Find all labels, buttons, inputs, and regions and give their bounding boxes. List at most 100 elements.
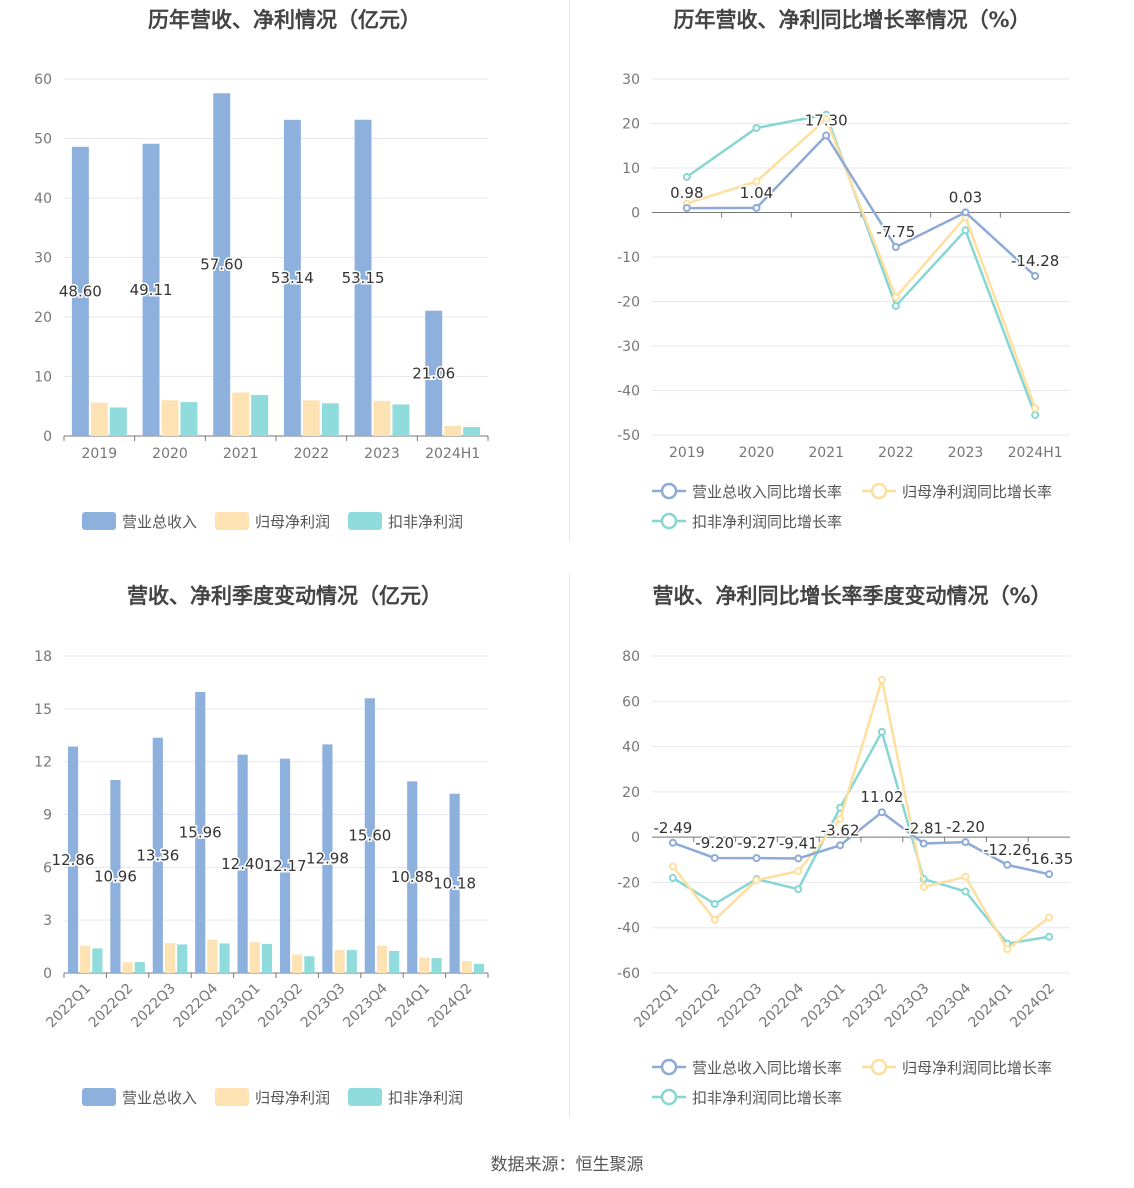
data-label: 12.40 bbox=[221, 855, 264, 873]
bar-deducted-profit bbox=[304, 956, 315, 973]
legend-swatch bbox=[82, 512, 116, 530]
annual-revenue-profit-chart: 0 10 20 30 40 50 60 2019 2020 2021 2022 2023 2024H1 4… bbox=[34, 72, 489, 531]
data-point bbox=[752, 177, 761, 186]
legend-label: 归母净利润同比增长率 bbox=[902, 1059, 1052, 1077]
data-point bbox=[919, 839, 928, 848]
x-tick-label: 2019 bbox=[82, 446, 118, 462]
bar-revenue bbox=[407, 781, 418, 973]
x-tick-label: 2024Q2 bbox=[1007, 981, 1058, 1032]
y-tick-label: -30 bbox=[617, 339, 640, 355]
data-point bbox=[822, 115, 831, 124]
data-point bbox=[710, 899, 719, 908]
data-label: -2.81 bbox=[904, 820, 943, 838]
data-point bbox=[919, 882, 928, 891]
bar-revenue bbox=[279, 758, 291, 973]
data-label: 10.88 bbox=[391, 868, 434, 886]
x-tick-label: 2023Q2 bbox=[255, 981, 306, 1032]
quarterly-growth-panel: 营收、净利同比增长率季度变动情况（%） -60 -40 -20 0 20 40 60 80 20… bbox=[570, 576, 1134, 1136]
data-point bbox=[710, 853, 719, 862]
bar-revenue bbox=[354, 119, 372, 436]
data-point bbox=[752, 854, 761, 863]
y-tick-label: 15 bbox=[34, 702, 52, 718]
data-point bbox=[961, 887, 970, 896]
x-tick-label: 2024Q1 bbox=[383, 981, 434, 1032]
y-tick-label: 20 bbox=[622, 785, 640, 801]
data-point bbox=[1003, 860, 1012, 869]
data-label: -9.20 bbox=[695, 834, 734, 852]
data-point bbox=[668, 838, 677, 847]
x-tick-label: 2021 bbox=[808, 445, 844, 461]
data-label: -14.28 bbox=[1011, 252, 1059, 270]
bar-net-profit bbox=[232, 392, 250, 436]
data-point bbox=[668, 862, 677, 871]
x-tick-label: 2022Q3 bbox=[715, 981, 766, 1032]
x-tick-label: 2023Q1 bbox=[798, 981, 849, 1032]
data-point bbox=[1031, 404, 1040, 413]
y-tick-label: 40 bbox=[34, 191, 52, 207]
annual-revenue-profit-title: 历年营收、净利情况（亿元） bbox=[148, 8, 421, 32]
y-tick-label: -60 bbox=[617, 966, 640, 982]
bar-net-profit bbox=[334, 950, 345, 973]
legend-swatch bbox=[82, 1088, 116, 1106]
y-tick-label: 0 bbox=[43, 429, 52, 445]
y-tick-label: 60 bbox=[34, 72, 52, 88]
x-tick-label: 2024Q1 bbox=[966, 981, 1017, 1032]
y-tick-label: 30 bbox=[34, 251, 52, 267]
bar-deducted-profit bbox=[473, 963, 485, 973]
x-tick-label: 2022 bbox=[294, 446, 330, 462]
data-label: 13.36 bbox=[136, 846, 179, 864]
series-line-revenue bbox=[686, 133, 1037, 277]
bar-deducted-profit bbox=[431, 958, 442, 973]
bar-net-profit bbox=[376, 945, 388, 973]
annual-growth-chart: -50 -40 -30 -20 -10 0 10 20 30 2019 2020 2021 2022 20… bbox=[617, 72, 1070, 531]
bar-deducted-profit bbox=[346, 950, 357, 973]
data-source: 数据来源：恒生聚源 bbox=[490, 1155, 644, 1175]
bar-deducted-profit bbox=[219, 943, 230, 973]
x-tick-label: 2022Q4 bbox=[171, 980, 222, 1031]
bar-revenue bbox=[449, 793, 460, 973]
data-point bbox=[1031, 410, 1040, 419]
legend-swatch bbox=[348, 1088, 382, 1106]
bar-revenue bbox=[213, 93, 231, 436]
legend-marker bbox=[870, 1058, 888, 1076]
bar-revenue bbox=[152, 737, 163, 973]
x-tick-label: 2021 bbox=[223, 446, 259, 462]
data-point bbox=[710, 915, 719, 924]
bar-net-profit bbox=[207, 939, 218, 973]
bar-net-profit bbox=[122, 962, 133, 973]
y-tick-label: 0 bbox=[631, 206, 640, 222]
data-point bbox=[794, 854, 803, 863]
x-tick-label: 2023Q3 bbox=[298, 981, 349, 1032]
bar-revenue bbox=[67, 746, 79, 973]
bar-revenue bbox=[195, 691, 206, 973]
data-label: 49.11 bbox=[130, 281, 173, 299]
data-point bbox=[891, 242, 900, 251]
legend-swatch bbox=[215, 512, 249, 530]
data-point bbox=[891, 301, 900, 310]
bar-revenue bbox=[110, 779, 121, 973]
legend-label: 扣非净利润同比增长率 bbox=[692, 1089, 842, 1107]
data-point bbox=[668, 873, 677, 882]
y-tick-label: 0 bbox=[631, 830, 640, 846]
data-label: 17.30 bbox=[805, 112, 848, 130]
x-tick-label: 2020 bbox=[739, 445, 775, 461]
bar-deducted-profit bbox=[261, 943, 273, 973]
data-label: 11.02 bbox=[860, 788, 903, 806]
data-label: 1.04 bbox=[740, 184, 773, 202]
y-tick-label: 30 bbox=[622, 72, 640, 88]
data-label: 53.15 bbox=[342, 269, 385, 287]
x-tick-label: 2019 bbox=[669, 445, 705, 461]
data-label: 57.60 bbox=[200, 256, 243, 274]
annual-growth-title: 历年营收、净利同比增长率情况（%） bbox=[673, 8, 1031, 32]
x-tick-label: 2024H1 bbox=[425, 446, 480, 462]
legend-swatch bbox=[348, 512, 382, 530]
x-tick-label: 2022Q2 bbox=[86, 981, 137, 1032]
data-label: 48.60 bbox=[59, 282, 102, 300]
quarterly-growth-title: 营收、净利同比增长率季度变动情况（%） bbox=[652, 584, 1052, 608]
legend-label: 营业总收入 bbox=[122, 513, 197, 531]
x-tick-label: 2022Q3 bbox=[128, 981, 179, 1032]
data-label: 0.03 bbox=[949, 188, 982, 206]
data-point bbox=[1045, 932, 1054, 941]
bottom-divider bbox=[569, 574, 570, 1118]
x-tick-label: 2023Q4 bbox=[340, 980, 391, 1031]
